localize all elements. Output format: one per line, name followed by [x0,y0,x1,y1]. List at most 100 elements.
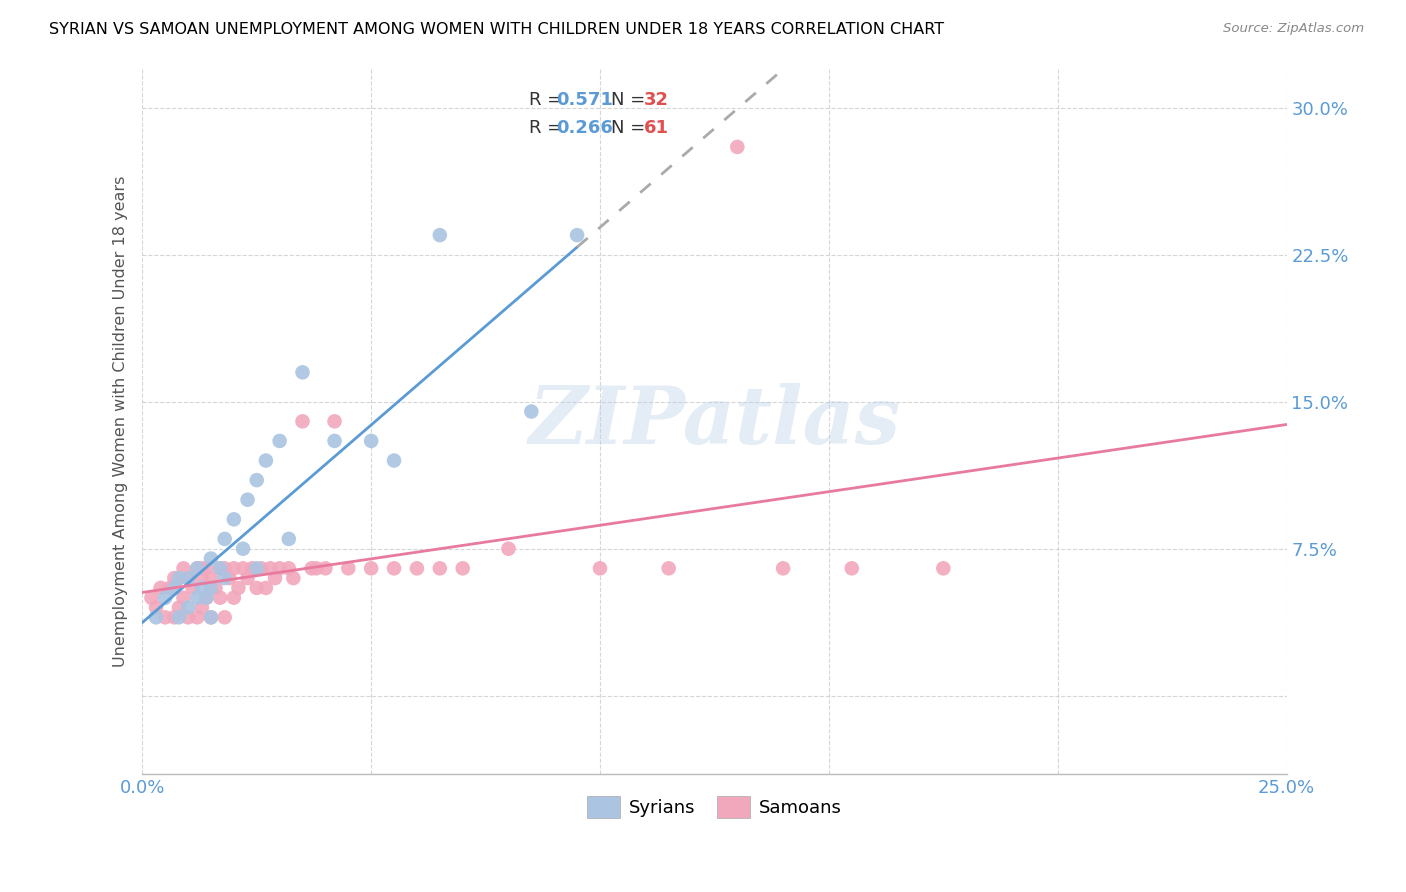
Point [451,561,474,575]
Point [323,434,346,448]
Text: 32: 32 [644,91,668,110]
Point [269,434,291,448]
Text: N =: N = [612,120,645,137]
Point [159,581,181,595]
Point [214,610,236,624]
Point [254,581,277,595]
Point [186,591,208,605]
Text: 61: 61 [644,120,668,137]
Point [200,610,222,624]
Point [360,561,382,575]
Point [520,404,543,418]
Point [186,610,208,624]
Point [228,581,250,595]
Point [314,561,336,575]
Point [195,561,218,575]
Text: SYRIAN VS SAMOAN UNEMPLOYMENT AMONG WOMEN WITH CHILDREN UNDER 18 YEARS CORRELATI: SYRIAN VS SAMOAN UNEMPLOYMENT AMONG WOME… [49,22,945,37]
Point [177,571,200,585]
Point [218,571,240,585]
Point [214,561,236,575]
Point [163,581,186,595]
Point [214,532,236,546]
Point [305,561,328,575]
Point [658,561,681,575]
Point [204,581,226,595]
Point [236,571,259,585]
Point [264,571,287,585]
Point [195,591,218,605]
Point [841,561,863,575]
Point [360,434,382,448]
Point [200,610,222,624]
Point [145,600,167,615]
Point [186,561,208,575]
Text: R =: R = [529,91,562,110]
Point [269,561,291,575]
Text: N =: N = [612,91,645,110]
Point [209,591,232,605]
Y-axis label: Unemployment Among Women with Children Under 18 years: Unemployment Among Women with Children U… [114,176,128,667]
Point [163,571,186,585]
Point [222,512,245,526]
Point [167,600,190,615]
Point [214,571,236,585]
Point [246,561,269,575]
Point [167,571,190,585]
Point [177,600,200,615]
Text: R =: R = [529,120,562,137]
Point [186,561,208,575]
Point [429,228,451,243]
Point [177,610,200,624]
Point [222,561,245,575]
Point [291,414,314,428]
Point [283,571,305,585]
Point [337,561,360,575]
Point [406,561,429,575]
Point [277,561,299,575]
Point [429,561,451,575]
Point [200,581,222,595]
Point [153,610,176,624]
Point [200,551,222,566]
Point [772,561,794,575]
Point [195,591,218,605]
Point [177,571,200,585]
Point [382,561,405,575]
Legend: Syrians, Samoans: Syrians, Samoans [581,789,849,825]
Point [141,591,163,605]
Point [149,581,172,595]
Point [240,561,263,575]
Point [181,581,204,595]
Point [232,561,254,575]
Text: 0.266: 0.266 [557,120,613,137]
Point [589,561,612,575]
Point [236,492,259,507]
Point [277,532,299,546]
Point [246,581,269,595]
Point [725,140,748,154]
Point [200,571,222,585]
Point [382,453,405,467]
Point [323,414,346,428]
Point [173,561,195,575]
Point [209,561,232,575]
Point [209,561,232,575]
Point [191,561,214,575]
Text: Source: ZipAtlas.com: Source: ZipAtlas.com [1223,22,1364,36]
Point [932,561,955,575]
Point [191,581,214,595]
Text: 0.571: 0.571 [557,91,613,110]
Text: ZIPatlas: ZIPatlas [529,383,900,460]
Point [254,453,277,467]
Point [250,561,273,575]
Point [173,591,195,605]
Point [222,591,245,605]
Point [498,541,520,556]
Point [565,228,588,243]
Point [232,541,254,556]
Point [163,610,186,624]
Point [246,473,269,487]
Point [191,571,214,585]
Point [259,561,281,575]
Point [145,610,167,624]
